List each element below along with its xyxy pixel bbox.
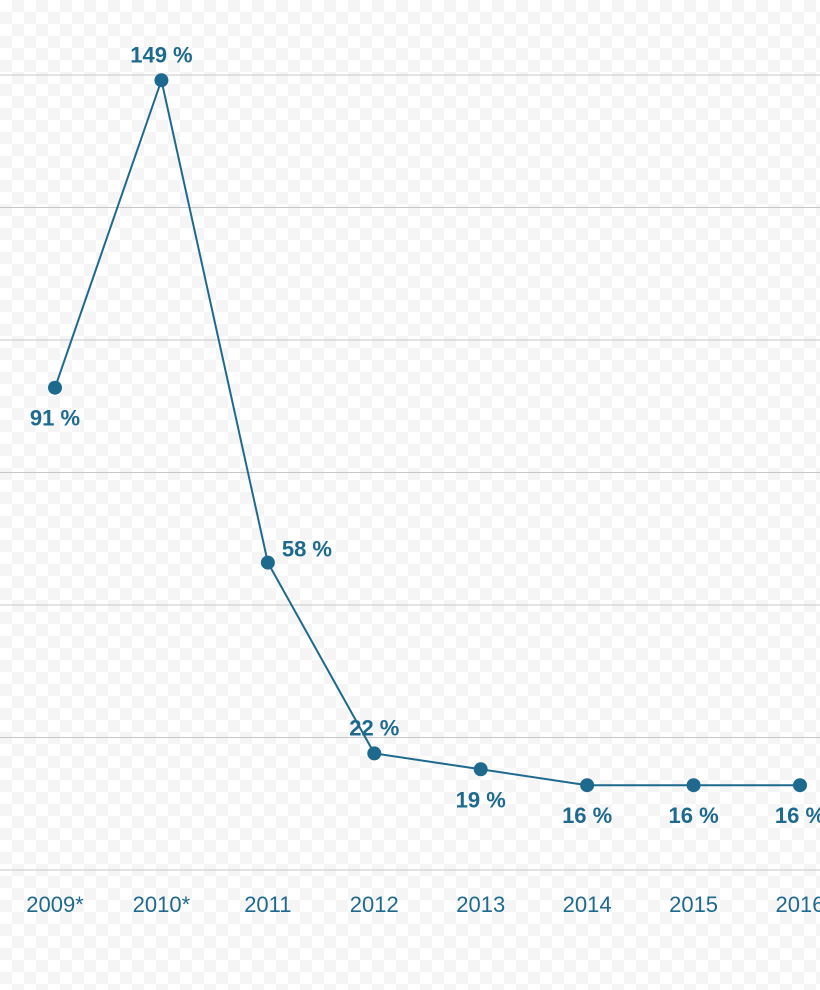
data-label: 16 % [562,803,612,828]
data-label: 22 % [349,715,399,740]
data-point [474,762,488,776]
data-label: 16 % [668,803,718,828]
data-point [580,778,594,792]
data-point [367,746,381,760]
x-axis-label: 2016 [776,892,820,917]
x-axis-label: 2015 [669,892,718,917]
x-axis-label: 2010* [133,892,191,917]
data-label: 91 % [30,406,80,431]
x-axis-label: 2009* [26,892,84,917]
data-label: 149 % [130,42,192,67]
data-label: 19 % [456,787,506,812]
data-label: 58 % [282,537,332,562]
line-chart: 91 % 149 % 58 % 22 % 19 % 16 % 16 % 16 % 2009* 20… [0,0,820,990]
x-axis-label: 2011 [244,892,291,917]
data-point [48,381,62,395]
x-axis-label: 2014 [563,892,612,917]
chart-svg: 91 % 149 % 58 % 22 % 19 % 16 % 16 % 16 % 2009* 20… [0,0,820,990]
data-label: 16 % [775,803,820,828]
x-axis-label: 2013 [456,892,505,917]
data-point [154,73,168,87]
x-axis-label: 2012 [350,892,399,917]
data-point [793,778,807,792]
data-point [261,556,275,570]
data-point [687,778,701,792]
series-line [55,80,800,785]
